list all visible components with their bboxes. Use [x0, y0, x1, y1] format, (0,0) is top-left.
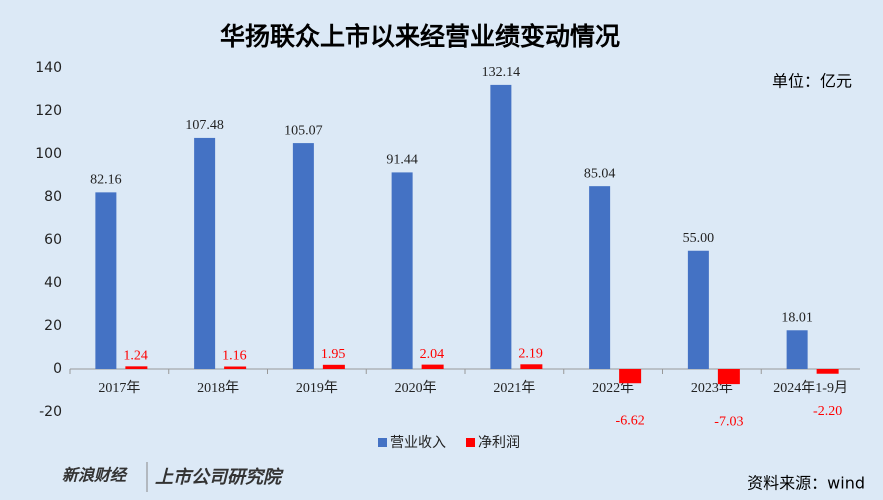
- bar: [292, 143, 314, 369]
- legend-label: 营业收入: [390, 435, 446, 451]
- chart-title: 华扬联众上市以来经营业绩变动情况: [220, 22, 620, 51]
- y-tick-label: 20: [44, 318, 62, 334]
- x-tick-label: 2020年: [395, 380, 437, 396]
- bar: [125, 366, 148, 369]
- unit-label: 单位：亿元: [772, 72, 852, 91]
- value-label: 1.16: [222, 349, 247, 364]
- watermark: 上市公司研究院: [155, 467, 284, 488]
- value-label: 105.07: [284, 123, 323, 138]
- y-tick-label: 0: [53, 361, 62, 377]
- x-tick-label: 2018年: [197, 380, 239, 396]
- y-tick-label: 120: [35, 103, 62, 119]
- bar: [717, 369, 740, 385]
- bar: [224, 366, 247, 369]
- bar: [95, 192, 117, 369]
- value-label: 2.19: [518, 347, 543, 362]
- value-label: 132.14: [482, 65, 521, 80]
- legend-swatch: [466, 438, 475, 447]
- bar: [687, 250, 709, 369]
- watermark: 新浪财经: [62, 466, 128, 485]
- x-tick-label: 2017年: [98, 380, 140, 396]
- x-tick-label: 2024年1-9月: [773, 380, 848, 396]
- bar: [619, 369, 642, 384]
- value-label: 18.01: [781, 310, 813, 325]
- value-label: 55.00: [683, 231, 715, 246]
- y-tick-label: 40: [44, 275, 62, 291]
- bar: [520, 364, 543, 369]
- value-label: 91.44: [386, 153, 418, 168]
- y-tick-label: 80: [44, 189, 62, 205]
- value-label: 107.48: [185, 118, 224, 133]
- value-label: -7.03: [714, 414, 743, 429]
- value-label: 85.04: [584, 166, 616, 181]
- value-label: 82.16: [90, 173, 122, 188]
- bar: [490, 84, 512, 370]
- bar: [589, 186, 611, 369]
- x-tick-label: 2021年: [493, 380, 535, 396]
- x-tick-label: 2023年: [691, 380, 733, 396]
- x-tick-label: 2019年: [296, 380, 338, 396]
- source: 资料来源：wind: [747, 474, 865, 493]
- y-tick-label: 100: [35, 146, 62, 162]
- value-label: 1.95: [321, 347, 346, 362]
- legend-swatch: [378, 438, 387, 447]
- bar: [786, 330, 808, 369]
- value-label: 2.04: [420, 347, 445, 362]
- value-label: -2.20: [813, 404, 842, 419]
- y-tick-label: 140: [35, 60, 62, 76]
- bar: [322, 364, 345, 369]
- bar: [391, 172, 413, 369]
- value-label: 1.24: [123, 349, 148, 364]
- legend-label: 净利润: [478, 435, 520, 451]
- x-tick-label: 2022年: [592, 380, 634, 396]
- y-tick-label: 60: [44, 232, 62, 248]
- bar: [421, 364, 444, 369]
- value-label: -6.62: [616, 413, 645, 428]
- bar: [816, 369, 839, 374]
- bar: [194, 137, 216, 369]
- y-tick-label: -20: [39, 404, 62, 420]
